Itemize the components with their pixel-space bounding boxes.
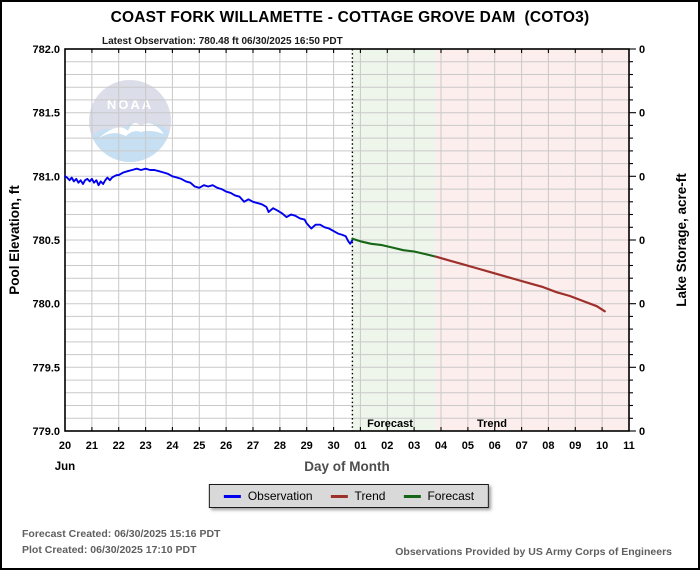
y-axis-right-title: Lake Storage, acre-ft — [674, 173, 689, 307]
month-label: Jun — [55, 461, 75, 473]
svg-text:782.0: 782.0 — [32, 44, 60, 56]
svg-text:0: 0 — [639, 235, 645, 247]
legend-item-observation: Observation — [223, 489, 313, 503]
forecast-line-swatch — [403, 494, 421, 498]
svg-text:780.5: 780.5 — [32, 235, 60, 247]
observation-line — [64, 167, 354, 245]
latest-observation-text: Latest Observation: 780.48 ft 06/30/2025… — [102, 36, 343, 47]
legend-label-observation: Observation — [247, 489, 313, 503]
region-label-forecast: Forecast — [367, 418, 413, 430]
y-right-tick-labels: 0 0 0 0 0 0 0 — [639, 44, 645, 438]
svg-text:780.0: 780.0 — [32, 299, 60, 311]
forecast-created-text: Forecast Created: 06/30/2025 15:16 PDT — [22, 528, 221, 540]
svg-text:22: 22 — [113, 440, 125, 452]
svg-text:779.0: 779.0 — [32, 426, 60, 438]
svg-text:28: 28 — [274, 440, 286, 452]
y-left-tick-labels: 782.0 781.5 781.0 780.5 780.0 779.5 779.0 — [32, 44, 60, 438]
svg-text:29: 29 — [301, 440, 313, 452]
svg-text:11: 11 — [623, 440, 635, 452]
x-axis-title: Day of Month — [304, 459, 390, 474]
svg-text:30: 30 — [327, 440, 339, 452]
svg-text:0: 0 — [639, 362, 645, 374]
svg-text:0: 0 — [639, 44, 645, 56]
svg-text:781.5: 781.5 — [32, 108, 60, 120]
forecast-line — [351, 237, 437, 258]
svg-text:20: 20 — [59, 440, 71, 452]
noaa-logo-watermark: NOAA — [89, 80, 171, 162]
legend-label-forecast: Forecast — [427, 489, 475, 503]
svg-text:07: 07 — [515, 440, 527, 452]
y-axis-left-title: Pool Elevation, ft — [7, 185, 22, 295]
legend: Observation Trend Forecast — [208, 484, 490, 508]
svg-text:25: 25 — [193, 440, 205, 452]
legend-label-trend: Trend — [354, 489, 386, 503]
svg-text:781.0: 781.0 — [32, 171, 60, 183]
plot-created-text: Plot Created: 06/30/2025 17:10 PDT — [22, 544, 197, 556]
svg-text:0: 0 — [639, 171, 645, 183]
svg-text:04: 04 — [435, 440, 448, 452]
svg-text:0: 0 — [639, 426, 645, 438]
region-label-trend: Trend — [477, 418, 507, 430]
svg-text:779.5: 779.5 — [32, 362, 60, 374]
svg-text:0: 0 — [639, 299, 645, 311]
svg-text:23: 23 — [139, 440, 151, 452]
svg-text:21: 21 — [86, 440, 98, 452]
svg-text:0: 0 — [639, 108, 645, 120]
svg-text:09: 09 — [569, 440, 581, 452]
svg-text:03: 03 — [408, 440, 420, 452]
svg-text:10: 10 — [596, 440, 608, 452]
svg-text:08: 08 — [542, 440, 554, 452]
page-title: COAST FORK WILLAMETTE - COTTAGE GROVE DA… — [110, 9, 590, 26]
pool-elevation-chart: NOAA 20 21 22 23 24 25 26 27 28 29 30 01 02 03 04 05 06 0… — [7, 44, 689, 474]
svg-text:27: 27 — [247, 440, 259, 452]
observations-provider-text: Observations Provided by US Army Corps o… — [395, 546, 672, 558]
x-tick-labels: 20 21 22 23 24 25 26 27 28 29 30 01 02 03 04 05 06 07 08 09… — [59, 440, 635, 452]
gridlines — [65, 49, 629, 431]
svg-text:24: 24 — [166, 440, 179, 452]
svg-text:26: 26 — [220, 440, 232, 452]
svg-text:06: 06 — [489, 440, 501, 452]
trend-line — [434, 255, 606, 313]
svg-text:02: 02 — [381, 440, 393, 452]
svg-text:01: 01 — [354, 440, 366, 452]
observation-line-swatch — [223, 494, 241, 498]
axis-ticks — [91, 48, 636, 432]
legend-item-trend: Trend — [330, 489, 386, 503]
trend-line-swatch — [330, 494, 348, 498]
legend-item-forecast: Forecast — [403, 489, 474, 503]
svg-text:05: 05 — [462, 440, 474, 452]
svg-text:NOAA: NOAA — [107, 97, 153, 112]
